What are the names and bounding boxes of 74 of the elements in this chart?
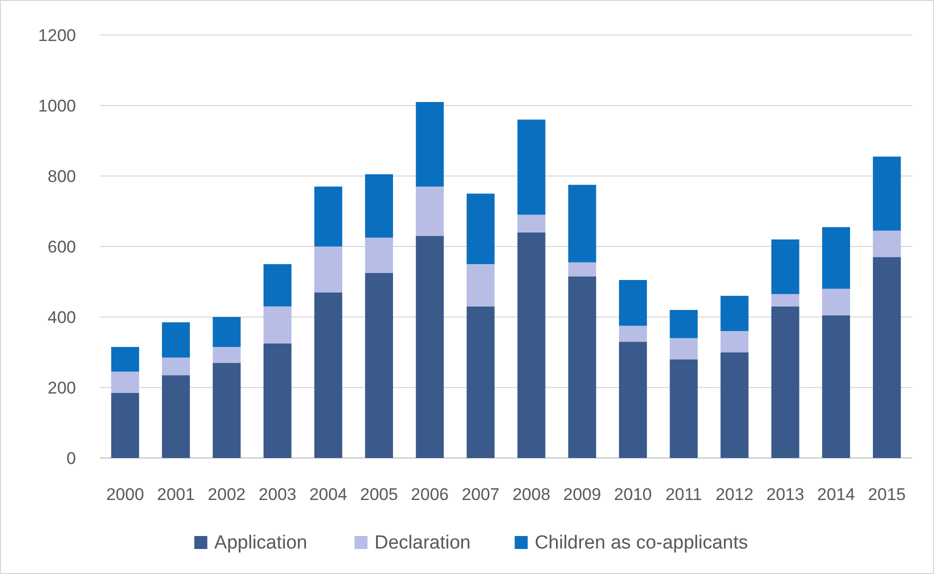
bar [618,280,647,326]
bar [416,236,444,458]
bar [720,296,748,332]
bar [670,359,698,458]
bar [264,306,292,344]
y-tick-label: 200 [48,378,76,398]
x-tick-label: 2008 [512,485,550,504]
bar [670,338,698,360]
bar [466,264,495,306]
bar [771,239,800,294]
bar [568,184,596,262]
x-tick-label: 2005 [360,485,398,504]
bar [162,358,190,376]
bar [365,238,394,273]
y-tick-label: 1000 [38,96,76,116]
x-tick-label: 2003 [258,485,296,504]
y-tick-label: 1200 [38,26,76,45]
bar [670,310,698,338]
bar [872,156,901,231]
bar [212,317,241,347]
legend-label: Children as co-applicants [534,532,748,554]
bar [872,257,901,458]
x-tick-label: 2015 [868,485,906,504]
x-tick-label: 2002 [208,485,246,504]
y-tick-label: 800 [48,166,76,186]
bar [872,230,901,258]
bar [618,342,647,458]
legend-label: Declaration [374,532,471,554]
bar [365,174,394,238]
bar [720,352,748,458]
x-tick-label: 2004 [309,485,348,504]
bar [568,262,596,276]
bar [720,331,748,352]
x-tick-label: 2007 [462,485,500,504]
bar [618,326,647,342]
bar [111,346,140,372]
x-tick-label: 2014 [817,485,855,504]
bar [416,186,444,236]
bar [111,372,140,393]
bar [822,315,850,458]
bar [568,276,596,458]
x-tick-label: 2012 [716,485,754,504]
bar [822,227,850,289]
y-tick-label: 0 [66,448,76,468]
bar [212,362,241,458]
bar [264,343,292,458]
x-tick-label: 2009 [563,485,602,504]
x-tick-label: 2000 [106,485,144,504]
bar [212,346,241,363]
bar [771,294,800,306]
bar [466,306,495,458]
bar [771,306,800,458]
y-tick-label: 600 [48,237,76,256]
x-tick-label: 2013 [766,485,804,504]
bar [517,232,546,458]
bar [822,288,850,316]
y-tick-label: 400 [48,308,76,327]
bar [162,322,190,358]
bar [365,272,394,458]
x-tick-label: 2010 [614,485,652,504]
bar [111,392,140,458]
bar [264,264,292,306]
bar [517,120,546,215]
bar [416,102,444,187]
legend-label: Application [214,532,308,554]
x-tick-label: 2006 [410,485,449,504]
x-tick-label: 2011 [665,485,702,504]
bar [314,186,342,246]
bar [517,214,546,232]
x-tick-label: 2001 [157,485,195,504]
bar [314,292,342,458]
bar [466,194,495,264]
bar [314,246,342,292]
bar [162,375,190,458]
